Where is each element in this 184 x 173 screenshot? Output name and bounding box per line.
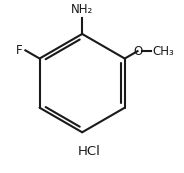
Text: CH₃: CH₃ xyxy=(152,45,174,58)
Text: O: O xyxy=(134,45,143,58)
Text: HCl: HCl xyxy=(77,145,100,158)
Text: F: F xyxy=(16,44,23,57)
Text: NH₂: NH₂ xyxy=(71,3,93,16)
